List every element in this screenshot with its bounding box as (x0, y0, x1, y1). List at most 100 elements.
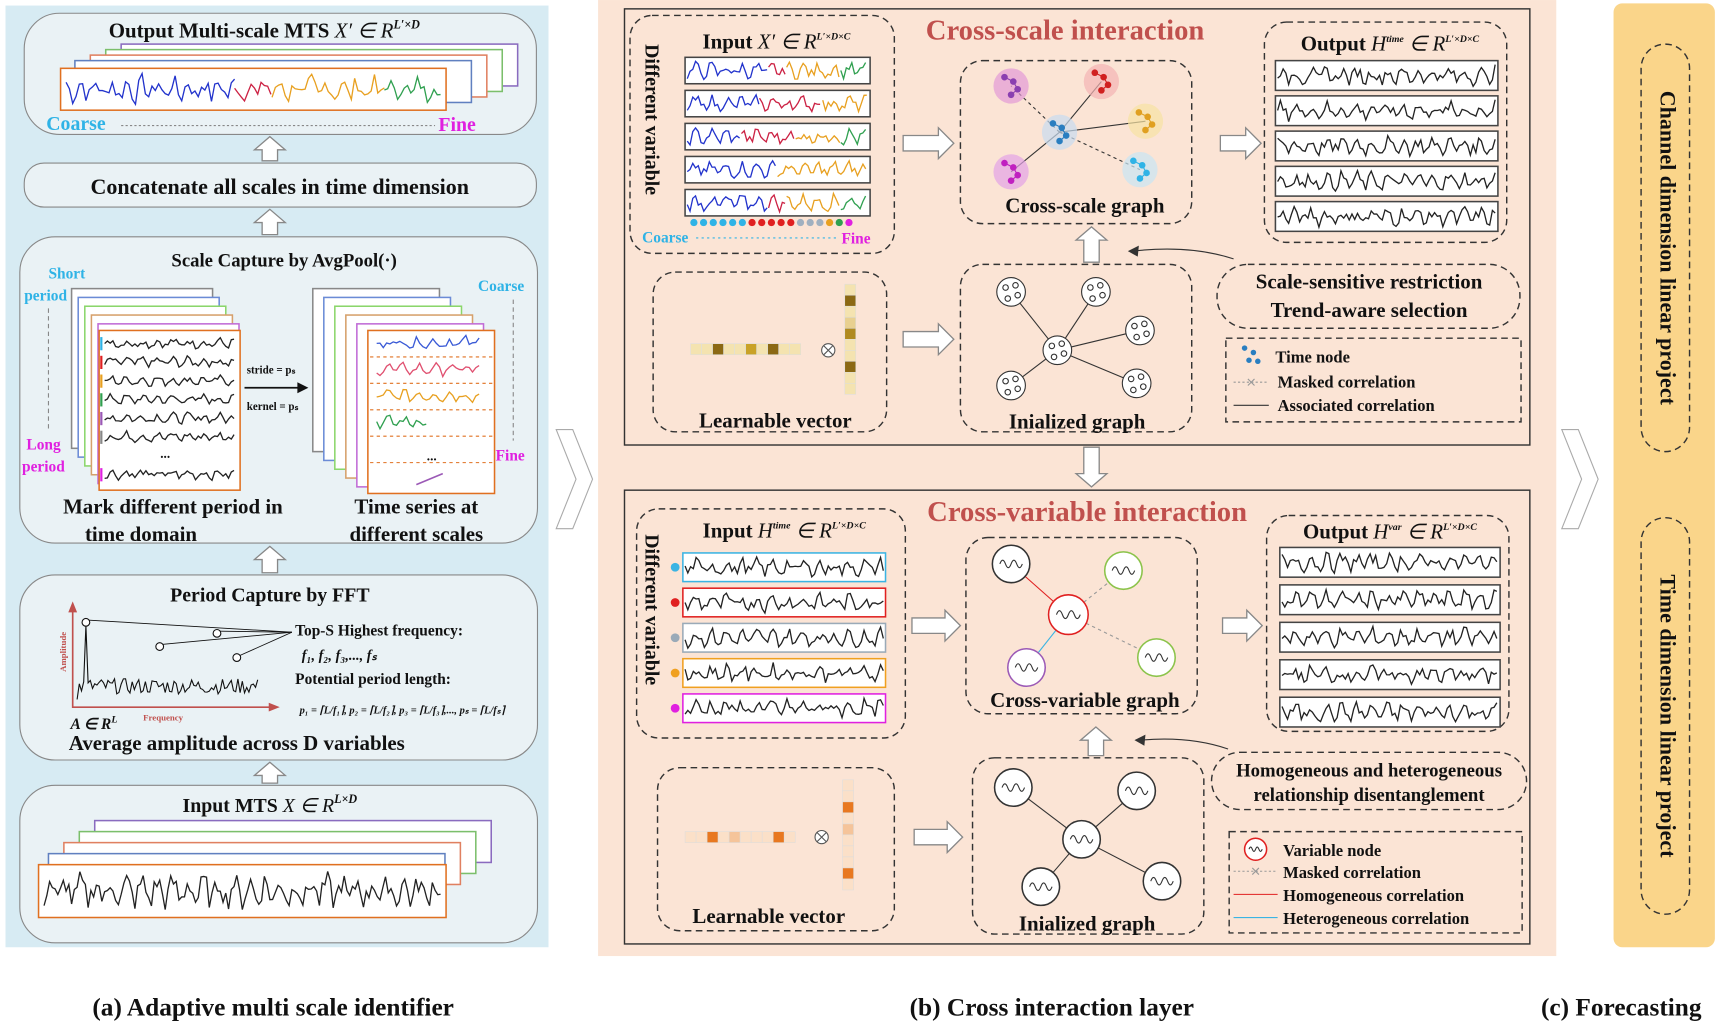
vector-cell (842, 823, 854, 836)
caption: (c) Forecasting (1541, 994, 1702, 1022)
waveform (384, 74, 441, 105)
math-sup: time (773, 521, 791, 532)
math: H (757, 519, 775, 543)
arrow (1074, 446, 1109, 488)
vector-cell (723, 343, 735, 355)
node-link (1004, 76, 1019, 96)
node-wave (1111, 566, 1136, 575)
node-link (1094, 72, 1109, 91)
vector-cell (750, 831, 763, 843)
stride-label: stride = pₛ (247, 364, 296, 376)
output-title: Output Multi-scale MTS X′ ∈ RL′×D (109, 18, 420, 43)
node-dot (1007, 177, 1015, 184)
dashed-box (652, 271, 888, 433)
node-dot (1001, 73, 1008, 81)
node-wave (1150, 876, 1174, 886)
waveform (758, 95, 821, 114)
box (623, 489, 1531, 945)
node-wave (1069, 835, 1094, 844)
projection-label: Channel dimension linear project (1655, 91, 1680, 406)
node-dot (1049, 120, 1057, 127)
node-dot (1100, 73, 1107, 81)
vector-cell (756, 343, 768, 355)
frame (98, 329, 241, 491)
pointer (1132, 248, 1234, 260)
waveform (104, 429, 235, 444)
trend (416, 472, 444, 486)
node-dot (1014, 385, 1022, 393)
waveform (840, 195, 867, 211)
vector-cell (789, 343, 801, 355)
frame (684, 188, 871, 217)
pointer (1139, 738, 1229, 750)
legend-dot (1241, 345, 1248, 351)
node-dot (1130, 157, 1137, 165)
vector-cell (844, 327, 857, 340)
fine-label: Fine (841, 230, 870, 247)
otimes (823, 345, 834, 356)
coarse-label: Coarse (642, 229, 688, 246)
waveform (740, 128, 795, 146)
restriction: relationship disentanglement (1254, 785, 1486, 806)
vector-cell (695, 831, 708, 843)
waveform (104, 392, 235, 406)
vertical-label: Different variable (640, 44, 662, 195)
node-dot (1141, 320, 1148, 328)
waveform (786, 191, 840, 213)
node (996, 370, 1026, 401)
learnable-label: Learnable vector (692, 904, 845, 928)
waveform (840, 126, 867, 147)
node-dot (1104, 81, 1112, 89)
label: Output (1303, 520, 1368, 544)
vector-cell (842, 845, 854, 858)
waveform (271, 72, 385, 104)
waveform (840, 60, 867, 82)
concat-label: Concatenate all scales in time dimension (90, 174, 469, 199)
section-title: Cross-scale interaction (926, 15, 1205, 47)
node-wave (1029, 882, 1053, 891)
variable-dot (670, 668, 680, 678)
right-caption: different scales (349, 522, 483, 546)
output-title: Output Htime ∈ RL′×D×C (1301, 32, 1480, 56)
variable-dot (670, 633, 680, 643)
node-dot (1091, 69, 1099, 77)
waveform (1281, 663, 1498, 686)
dashed-box (1225, 337, 1522, 423)
scale-dot (767, 218, 776, 227)
math: A ∈ R (69, 716, 111, 733)
right-caption: Time series at (354, 494, 478, 518)
waveform (768, 62, 786, 76)
node-halo (1083, 63, 1120, 100)
variable-dot (670, 703, 680, 713)
math-sup: L′×D×C (1442, 522, 1477, 533)
left-caption: Mark different period in (63, 494, 283, 518)
node-halo (1122, 152, 1158, 188)
legend-text: Homogeneous correlation (1283, 886, 1464, 905)
node-link (1052, 122, 1067, 142)
node-halo (993, 154, 1029, 190)
math: ∈ R (791, 519, 833, 543)
vector-cell (842, 801, 854, 814)
waveform (686, 60, 768, 81)
node-dot (1058, 124, 1066, 132)
vector-cell (842, 790, 854, 803)
node-dot (1136, 175, 1144, 182)
arrow (1074, 226, 1109, 263)
box (23, 162, 537, 208)
potential-label: Potential period length: (295, 671, 451, 688)
node-dot (1014, 291, 1022, 299)
pointer (239, 631, 293, 656)
math: ∈ R (1402, 520, 1444, 544)
scale-dot (738, 218, 746, 227)
scale-dot (816, 218, 824, 227)
dashed-box (635, 508, 907, 739)
vector-cell (842, 878, 854, 891)
frame (59, 67, 447, 111)
vector-cell (783, 831, 796, 843)
math: ∈ R (1404, 32, 1446, 56)
pointer (162, 631, 292, 645)
vector-cell (712, 343, 724, 355)
waveform (686, 159, 776, 180)
dashed-box (1216, 263, 1521, 329)
vector-cell (842, 779, 854, 792)
